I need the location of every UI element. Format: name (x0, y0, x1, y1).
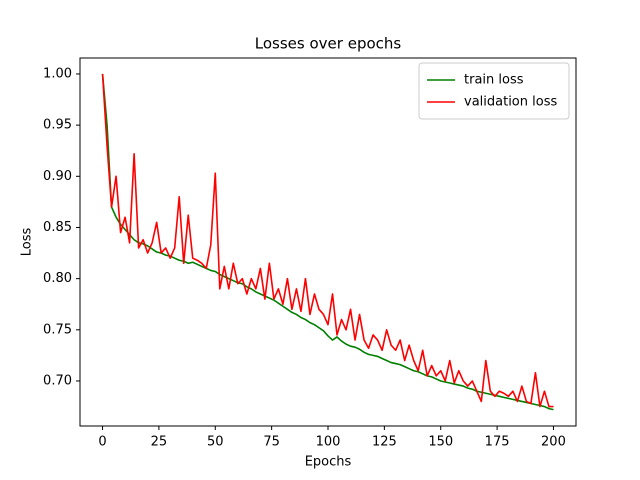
y-axis-label: Loss (20, 228, 35, 257)
y-tick-label: 1.00 (43, 66, 72, 81)
x-tick-label: 125 (372, 435, 397, 450)
x-tick-label: 75 (263, 435, 280, 450)
x-tick-label: 50 (207, 435, 224, 450)
x-axis-label: Epochs (305, 455, 352, 470)
y-tick-label: 0.75 (43, 322, 72, 337)
x-tick-label: 25 (151, 435, 168, 450)
x-tick-label: 175 (485, 435, 510, 450)
x-tick-label: 0 (98, 435, 106, 450)
legend-label: train loss (464, 73, 524, 88)
series-line (101, 73, 554, 411)
series-line (101, 73, 554, 408)
y-tick-label: 0.90 (43, 169, 72, 184)
x-tick-label: 100 (316, 435, 341, 450)
y-tick-label: 0.80 (43, 271, 72, 286)
legend: train loss validation loss (418, 62, 570, 120)
legend-box (418, 62, 570, 120)
chart-title: Losses over epochs (255, 35, 402, 53)
y-tick-label: 0.85 (43, 220, 72, 235)
y-tick-label: 0.70 (43, 373, 72, 388)
x-tick-label: 150 (428, 435, 453, 450)
y-tick-label: 0.95 (43, 118, 72, 133)
x-tick-label: 200 (541, 435, 566, 450)
plot-frame (79, 57, 577, 427)
legend-label: validation loss (464, 95, 557, 110)
